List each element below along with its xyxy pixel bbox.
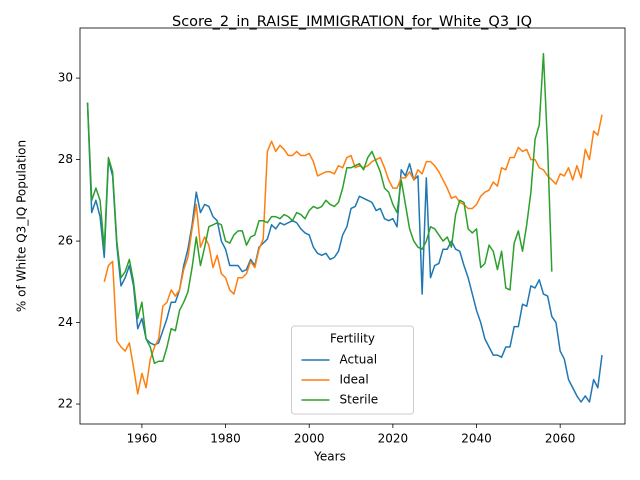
x-tick-label: 1980 [210, 432, 241, 446]
series-line [103, 114, 603, 395]
x-tick-label: 1960 [127, 432, 158, 446]
x-axis-label: Years [313, 450, 346, 464]
legend-label: Actual [340, 353, 378, 367]
y-tick-label: 30 [58, 71, 73, 85]
x-tick-label: 2040 [461, 432, 492, 446]
plot-frame [79, 27, 626, 425]
y-tick-label: 24 [58, 315, 73, 329]
series-line [86, 52, 553, 365]
series-line [86, 102, 603, 403]
legend-label: Sterile [340, 393, 379, 407]
x-tick-label: 2000 [294, 432, 325, 446]
chart-title: Score_2_in_RAISE_IMMIGRATION_for_White_Q… [172, 14, 532, 30]
x-tick-label: 2020 [378, 432, 409, 446]
legend-label: Ideal [340, 373, 369, 387]
legend-box [291, 325, 414, 415]
y-axis-label: % of White Q3_IQ Population [15, 140, 29, 312]
legend: Fertility Actual Ideal Sterile [291, 325, 414, 415]
legend-title: Fertility [330, 332, 375, 346]
y-tick-label: 22 [58, 397, 73, 411]
x-tick-label: 2060 [545, 432, 576, 446]
y-tick-label: 26 [58, 234, 73, 248]
y-tick-label: 28 [58, 152, 73, 166]
